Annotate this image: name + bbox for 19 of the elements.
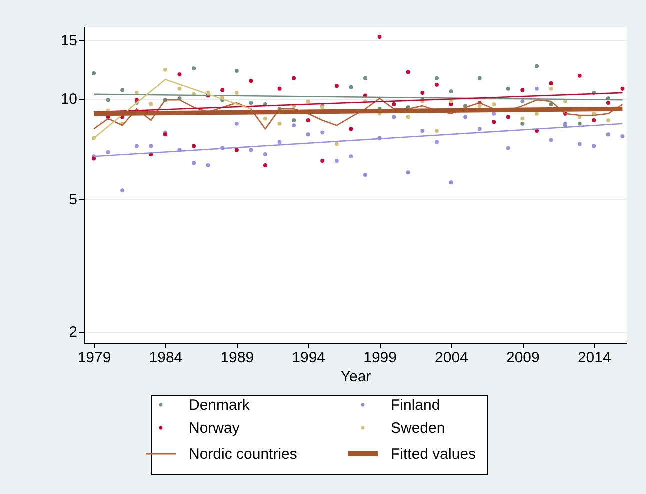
- x-tick-label: 2004: [435, 350, 468, 366]
- x-axis-title: Year: [340, 368, 372, 386]
- y-tick-label: 15: [60, 32, 78, 50]
- x-tick-label: 1999: [364, 350, 397, 366]
- legend-label: Sweden: [391, 420, 446, 437]
- x-tick-label: 2009: [506, 350, 540, 366]
- y-tick-label: 10: [60, 91, 78, 108]
- x-tick-label: 1989: [220, 350, 254, 366]
- x-tick-label: 1979: [78, 350, 112, 366]
- x-tick-label: 2014: [578, 350, 612, 366]
- legend-label: Finland: [391, 397, 440, 414]
- y-tick-label: 5: [69, 192, 78, 209]
- x-tick-label: 1994: [292, 350, 326, 366]
- y-tick-label: 2: [69, 324, 78, 342]
- x-tick-label: 1984: [149, 350, 183, 366]
- legend-label: Fitted values: [391, 446, 476, 463]
- legend-label: Nordic countries: [189, 446, 298, 463]
- legend-label: Denmark: [189, 397, 250, 414]
- legend-label: Norway: [189, 420, 240, 437]
